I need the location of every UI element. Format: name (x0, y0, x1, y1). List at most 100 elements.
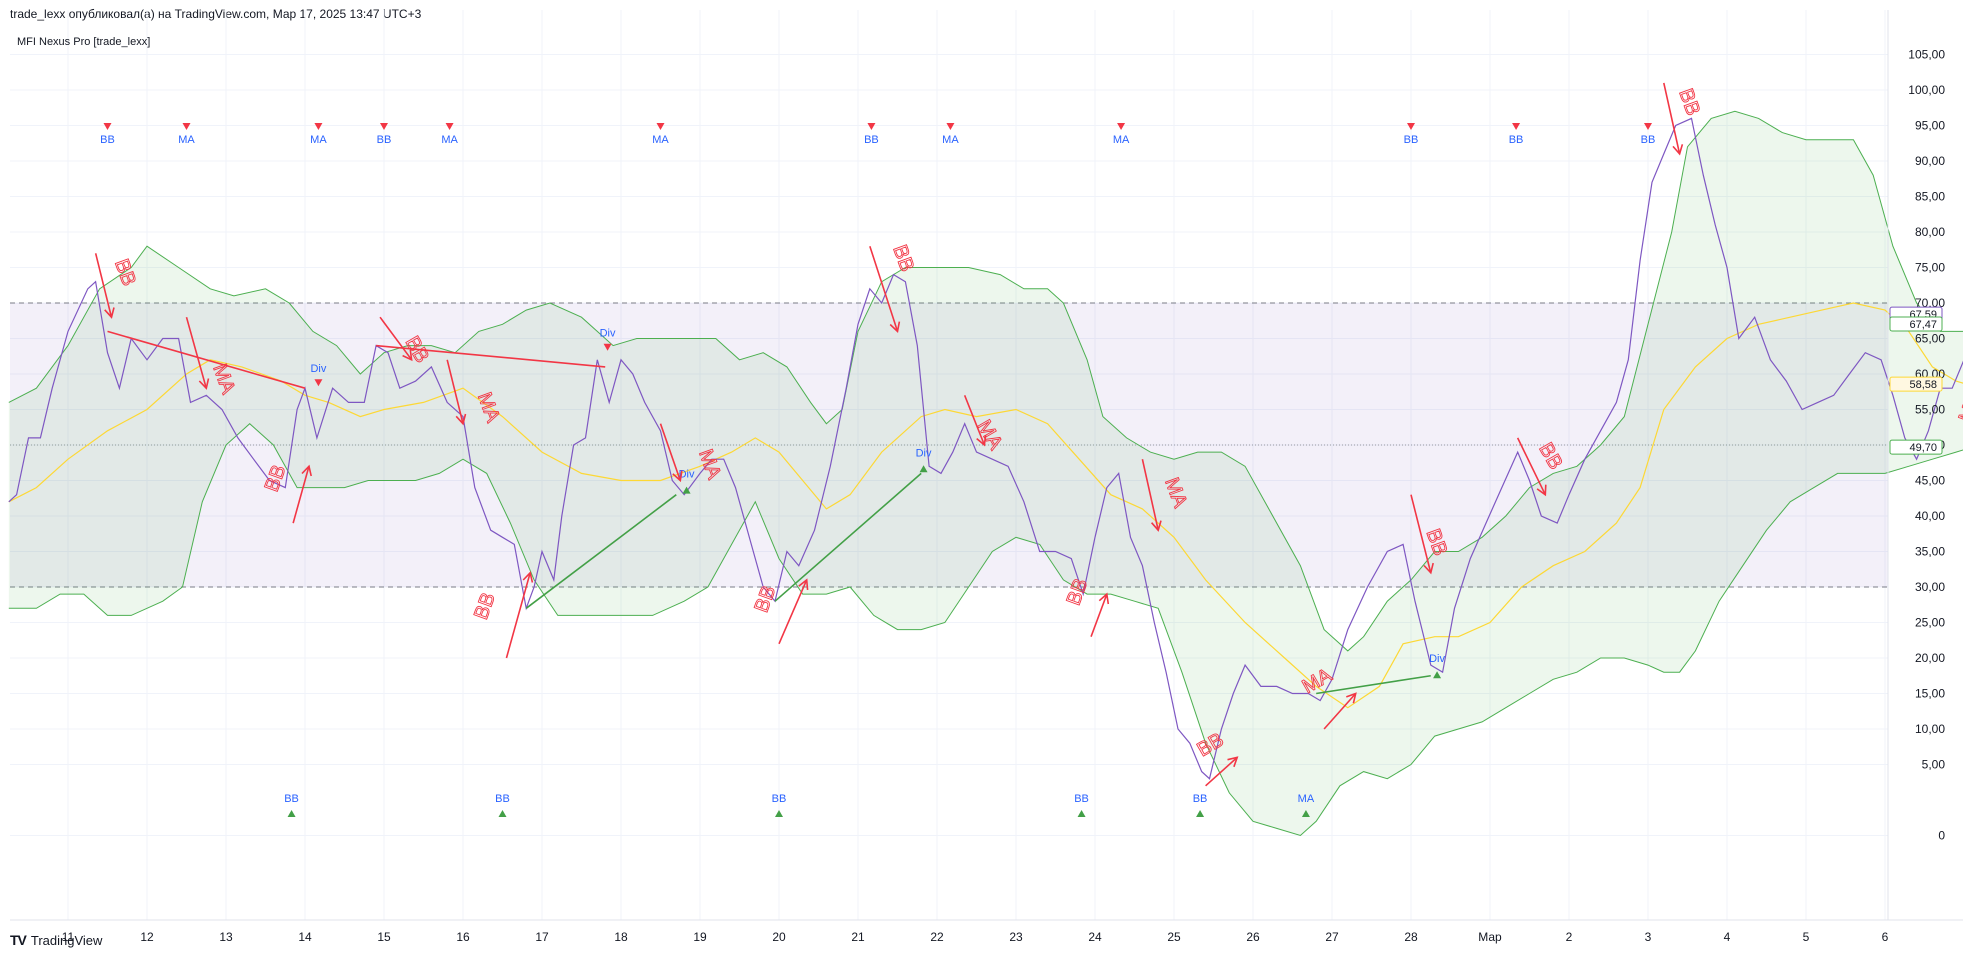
x-tick-label: 5 (1803, 930, 1810, 944)
annotation-arrow (1663, 82, 1681, 155)
y-tick-label: 0 (1938, 829, 1945, 843)
buy-signal-label: BB (284, 793, 299, 805)
y-tick-label: 85,00 (1915, 190, 1945, 204)
sell-signal-marker (1407, 123, 1415, 130)
bollinger-band-fill (8, 111, 1963, 836)
annotation-arrow (778, 579, 808, 645)
sell-signal-label: MA (652, 134, 669, 146)
x-tick-label: 15 (377, 930, 391, 944)
annotation-arrow-head (976, 435, 987, 447)
sell-signal-label: BB (864, 134, 879, 146)
annotation-label: BB (1674, 86, 1704, 119)
bullish-divergence-marker (1433, 671, 1442, 679)
annotation-arrow-head (1346, 692, 1357, 704)
annotation-arrow-head (1672, 144, 1684, 156)
x-tick-label: 20 (772, 930, 786, 944)
annotation-arrow (446, 359, 464, 424)
x-tick-label: 13 (219, 930, 233, 944)
sell-signal-marker (1512, 123, 1521, 130)
x-tick-label: 17 (535, 930, 549, 944)
x-tick-label: 19 (693, 930, 707, 944)
annotation-label: BB (751, 583, 781, 616)
annotation-arrow-head (1536, 484, 1547, 497)
divergence-label: Div (600, 328, 616, 340)
bearish-divergence-line (107, 330, 306, 389)
annotation-arrow (1516, 437, 1547, 496)
x-tick-label: 18 (614, 930, 628, 944)
annotation-arrow (379, 316, 413, 361)
annotation-arrow (963, 395, 986, 446)
y-tick-label: 5,00 (1922, 758, 1946, 772)
bullish-divergence-marker (682, 486, 691, 494)
annotation-arrow-head (1098, 592, 1110, 605)
annotation-arrow (94, 253, 113, 318)
buy-signal-marker (1196, 810, 1205, 817)
divergence-lines: Div Div Div Div Div (107, 328, 1446, 695)
sell-signal-label: BB (100, 134, 115, 146)
sell-signal-marker (1117, 123, 1126, 130)
buy-signal-marker (1301, 810, 1310, 817)
y-tick-label: 45,00 (1915, 474, 1945, 488)
sell-signal-marker (314, 123, 323, 130)
tradingview-logo-icon: TV (10, 932, 27, 948)
sell-signal-label: BB (1404, 134, 1419, 146)
last-value-label: 67,47 (1909, 319, 1937, 331)
annotation-arrow-head (1150, 520, 1162, 532)
divergence-label: Div (679, 469, 695, 481)
sell-signal-marker (445, 123, 454, 130)
y-tick-label: 15,00 (1915, 687, 1945, 701)
buy-signal-label: BB (495, 793, 510, 805)
x-tick-label: 23 (1009, 930, 1023, 944)
annotation-arrow (1090, 593, 1108, 637)
annotation-arrow-head (1227, 756, 1239, 768)
annotation-arrow (1205, 756, 1238, 787)
buy-signal-marker (287, 810, 296, 817)
x-tick-label: 16 (456, 930, 470, 944)
annotation-arrow (1410, 494, 1432, 573)
buy-signal-marker (1077, 810, 1086, 817)
level-zone (10, 302, 1888, 588)
annotation-arrow-head (889, 321, 901, 333)
y-tick-label: 95,00 (1915, 119, 1945, 133)
publication-caption: trade_lexx опубликовал(а) на TradingView… (10, 7, 422, 21)
y-tick-label: 25,00 (1915, 616, 1945, 630)
sell-signal-label: MA (310, 134, 327, 146)
y-tick-label: 70,00 (1915, 296, 1945, 310)
sell-signal-label: MA (1113, 134, 1130, 146)
x-tick-label: 21 (851, 930, 865, 944)
y-tick-label: 55,00 (1915, 403, 1945, 417)
last-value-badge (1889, 439, 1943, 455)
last-value-label: 58,58 (1909, 379, 1937, 391)
annotation-arrow-head (198, 378, 210, 390)
buy-signal-marker (498, 810, 507, 817)
x-tick-label: 11 (62, 930, 75, 944)
sell-signal-marker (380, 123, 388, 130)
annotation-label: BB (470, 590, 500, 623)
annotation-arrow-head (522, 571, 534, 583)
annotation-arrow-head (672, 470, 683, 483)
bullish-divergence-line (774, 472, 922, 602)
sell-signal-label: MA (178, 134, 195, 146)
y-tick-label: 30,00 (1915, 580, 1945, 594)
annotation-arrow-head (1423, 562, 1434, 575)
annotation-arrow (505, 572, 531, 659)
sell-signal-marker (1644, 123, 1652, 130)
sell-signal-marker (946, 123, 955, 130)
bollinger-bands (8, 110, 1963, 837)
tradingview-logo[interactable]: TV TradingView (10, 932, 102, 948)
bearish-divergence-marker (603, 343, 612, 351)
divergence-label: Div (310, 363, 326, 375)
x-tick-label: 25 (1167, 930, 1181, 944)
bullish-divergence-line (525, 494, 677, 609)
sell-signal-marker (103, 123, 112, 130)
x-tick-label: 28 (1404, 930, 1418, 944)
x-tick-label: 27 (1325, 930, 1339, 944)
sell-signal-marker (656, 123, 665, 130)
annotation-arrow-head (798, 578, 809, 590)
sell-signal-label: MA (942, 134, 959, 146)
signals: BBMAMABBMAMABBMAMABBBBBBBBBBBBBBBBMAMA (100, 123, 1655, 817)
tradingview-logo-text: TradingView (30, 932, 103, 948)
annotation-arrow (1323, 692, 1357, 730)
indicator-title[interactable]: MFI Nexus Pro [trade_lexx] (17, 36, 150, 48)
